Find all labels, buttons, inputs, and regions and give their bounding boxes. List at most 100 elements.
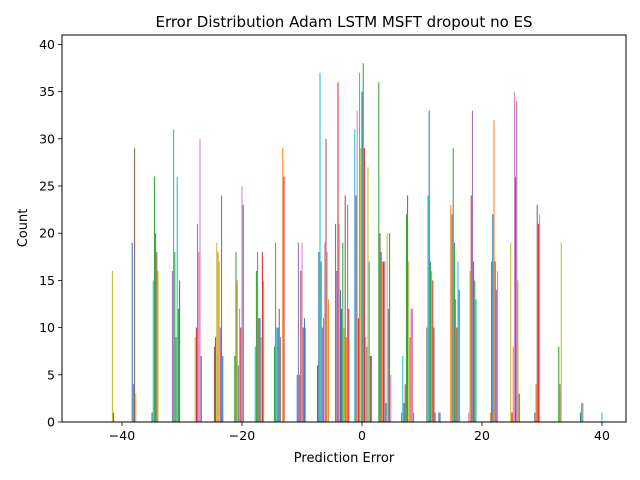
- histogram-bar: [427, 195, 429, 422]
- histogram-bar: [386, 233, 388, 422]
- histogram-bar: [468, 412, 470, 422]
- histogram-bar: [363, 148, 365, 422]
- histogram-bar: [277, 327, 279, 422]
- histogram-bar: [217, 252, 219, 422]
- histogram-bar: [475, 299, 477, 422]
- histogram-bar: [510, 242, 512, 422]
- histogram-bar: [537, 223, 539, 422]
- histogram-bar: [282, 148, 284, 422]
- histogram-bar: [261, 252, 263, 422]
- histogram-bar: [258, 318, 260, 422]
- histogram-bar: [513, 91, 515, 422]
- histogram-bar: [409, 337, 411, 422]
- histogram-bar: [497, 270, 499, 422]
- histogram-bar: [327, 299, 329, 422]
- histogram-bar: [381, 261, 383, 422]
- histogram-bar: [242, 204, 244, 422]
- histogram-bar: [434, 412, 436, 422]
- histogram-bar: [157, 270, 159, 422]
- histogram-bar: [426, 327, 428, 422]
- histogram-bar: [402, 355, 404, 422]
- histogram-bar: [134, 148, 136, 422]
- histogram-bar: [404, 384, 406, 422]
- histogram-bar: [171, 270, 173, 422]
- x-axis-ticks: −40 −20 0 20 40: [109, 422, 610, 443]
- histogram-bar: [151, 412, 153, 422]
- histogram-bar: [378, 82, 380, 422]
- histogram-bar: [494, 261, 496, 422]
- histogram-bar: [234, 355, 236, 422]
- histogram-bar: [493, 119, 495, 422]
- y-tick-label: 20: [39, 226, 55, 241]
- histogram-bar: [389, 233, 391, 422]
- histogram-bar: [405, 214, 407, 422]
- histogram-bar: [455, 299, 457, 422]
- histogram-bar: [357, 318, 359, 422]
- histogram-bar: [347, 204, 349, 422]
- histogram-bar: [456, 327, 458, 422]
- histogram-bar: [305, 327, 307, 422]
- histogram-bar: [222, 355, 224, 422]
- histogram-bar: [275, 242, 277, 422]
- histogram-bar: [200, 355, 202, 422]
- histogram-bar: [457, 261, 459, 422]
- histogram-bar: [173, 129, 175, 422]
- histogram-bar: [155, 233, 157, 422]
- histogram-bar: [469, 270, 471, 422]
- axes-frame: [61, 34, 627, 423]
- histogram-bar: [369, 355, 371, 422]
- x-tick-label: −20: [229, 428, 255, 443]
- histogram-bar: [236, 280, 238, 422]
- histogram-bar: [325, 138, 327, 422]
- histogram-bar: [348, 308, 350, 422]
- histogram-bar: [539, 214, 541, 422]
- histogram-bar: [215, 337, 217, 422]
- y-tick-label: 10: [39, 320, 55, 335]
- histogram-bar: [384, 261, 386, 422]
- histogram-bar: [535, 384, 537, 422]
- histogram-bar: [278, 308, 280, 422]
- histogram-bar: [471, 110, 473, 422]
- x-tick-label: 20: [474, 428, 490, 443]
- histogram-bar: [452, 148, 454, 422]
- histogram-bar: [239, 308, 241, 422]
- histogram-bar: [387, 308, 389, 422]
- histogram-bar: [254, 346, 256, 422]
- y-axis-label: Count: [16, 209, 31, 248]
- histogram-bar: [438, 412, 440, 422]
- histogram-bar: [241, 186, 243, 422]
- histogram-bar: [439, 412, 441, 422]
- histogram-bar: [131, 242, 133, 422]
- histogram-bar: [320, 261, 322, 422]
- histogram-bar: [534, 412, 536, 422]
- histogram-bar: [473, 261, 475, 422]
- histogram-bar: [385, 403, 387, 422]
- histogram-bar: [342, 242, 344, 422]
- histogram-bar: [319, 72, 321, 422]
- histogram-bar: [176, 176, 178, 422]
- histogram-bar: [259, 318, 261, 422]
- histogram-bar: [360, 148, 362, 422]
- histogram-bar: [433, 327, 435, 422]
- histogram-bar: [219, 327, 221, 422]
- histogram-bar: [237, 365, 239, 422]
- histogram-bar: [197, 223, 199, 422]
- histogram-bar: [339, 289, 341, 422]
- histogram-bar: [177, 308, 179, 422]
- y-tick-label: 30: [39, 131, 55, 146]
- histogram-bar: [366, 346, 368, 422]
- histogram-bar: [111, 270, 113, 422]
- y-tick-label: 40: [39, 37, 55, 52]
- histogram-bar: [371, 355, 373, 422]
- histogram-bar: [354, 129, 356, 422]
- y-tick-label: 35: [39, 84, 55, 99]
- histogram-bar: [429, 261, 431, 422]
- histogram-bar: [559, 384, 561, 422]
- histogram-bar: [403, 403, 405, 422]
- histogram-bar: [380, 252, 382, 422]
- histogram-bar: [179, 280, 181, 422]
- histogram-bar: [411, 308, 413, 422]
- histogram-bar: [401, 412, 403, 422]
- y-tick-label: 0: [47, 415, 55, 430]
- histogram-bar: [470, 195, 472, 422]
